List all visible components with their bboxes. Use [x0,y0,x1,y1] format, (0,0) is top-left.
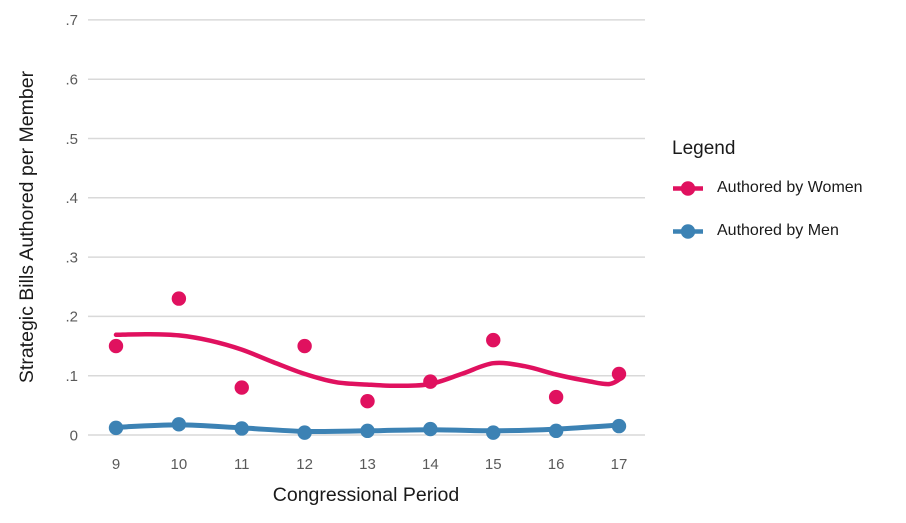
x-axis-title: Congressional Period [273,484,459,506]
x-tick-label: 14 [422,456,439,473]
y-tick-label: .1 [65,368,78,385]
y-tick-label: .4 [65,190,78,207]
legend-label-women: Authored by Women [717,179,863,196]
legend-item-men: Authored by Men [672,216,902,246]
data-point-men [171,417,187,432]
y-tick-label: .7 [65,12,78,29]
data-point-men [486,425,501,440]
x-tick-label: 9 [112,456,120,473]
data-point-men [548,423,564,439]
data-point-men [108,420,124,436]
x-tick-label: 12 [296,456,313,473]
y-tick-label: .5 [65,131,78,148]
y-tick-label: .6 [65,71,78,88]
trend-line-women [113,331,625,389]
data-point-men [611,418,627,434]
data-point-men [423,421,438,437]
data-point-women [486,332,501,348]
x-tick-label: 10 [171,456,188,473]
data-point-men [360,423,375,439]
data-point-men [234,421,249,436]
tick-labels-layer: .7 .6 .5 .4 .3 .2 .1 0 9 10 11 12 13 14 15 16 17 [65,12,627,473]
x-tick-label: 11 [234,456,250,473]
data-point-women [611,366,627,382]
men-series-marker-icon [673,223,703,239]
data-point-women [360,393,375,409]
legend-label-men: Authored by Men [717,222,839,239]
data-point-women [234,380,249,395]
x-tick-label: 13 [359,456,376,473]
series-layer [108,291,627,440]
legend: Legend Authored by Women Authored by Men [672,138,902,246]
data-point-women [297,338,312,354]
data-point-men [297,425,312,440]
data-point-women [171,291,187,306]
data-point-women [548,389,564,405]
y-tick-label: .2 [65,309,78,326]
data-point-women [108,338,124,354]
x-tick-label: 17 [611,456,628,473]
y-axis-title: Strategic Bills Authored per Member [16,70,38,383]
legend-title: Legend [672,138,736,159]
x-tick-label: 16 [548,456,565,473]
y-tick-label: .3 [65,249,78,266]
data-point-women [423,374,438,389]
legend-item-women: Authored by Women [672,173,902,203]
y-tick-label: 0 [70,427,78,444]
x-tick-label: 15 [485,456,502,473]
women-series-marker-icon [673,180,703,196]
gridlines-layer [88,19,645,436]
